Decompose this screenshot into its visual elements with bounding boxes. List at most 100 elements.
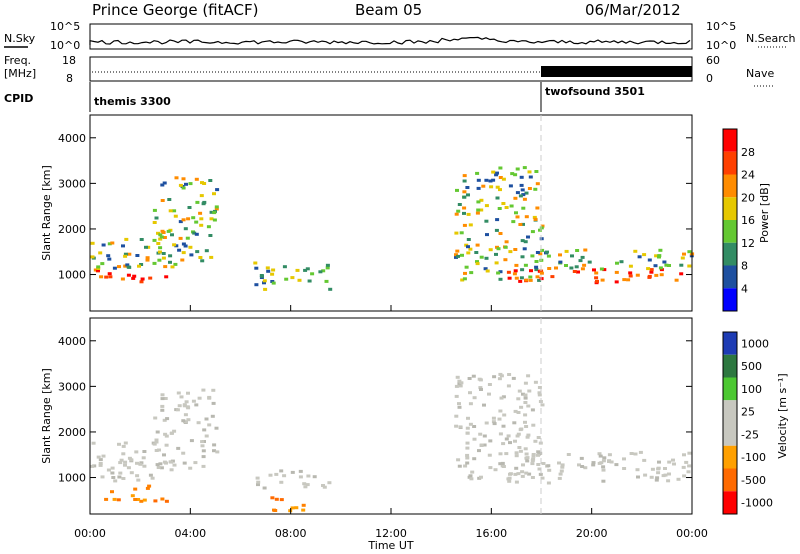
- heatmap-cell-1-0-18: [123, 463, 127, 467]
- heatmap-cell-0-4-18: [527, 170, 532, 174]
- heatmap-cell-1-4-0: [301, 503, 306, 507]
- heatmap-cell-0-4-145: [476, 178, 481, 182]
- heatmap-cell-0-2-70: [161, 252, 166, 255]
- heatmap-cell-1-4-5: [274, 497, 279, 501]
- heatmap-cell-1-6-21: [520, 470, 525, 474]
- heatmap-cell-1-5-60: [513, 439, 517, 443]
- heatmap-cell-0-1-21: [139, 238, 144, 241]
- heatmap-cell-0-2-15: [212, 218, 217, 222]
- heatmap-cell-1-0-33: [164, 443, 169, 447]
- heatmap-cell-0-4-127: [476, 186, 481, 190]
- heatmap-cell-1-6-9: [514, 451, 519, 455]
- heatmap-cell-0-4-55: [519, 276, 524, 280]
- heatmap-cell-0-2-60: [215, 188, 220, 192]
- heatmap-cell-0-6-25: [554, 266, 558, 270]
- heatmap-cell-1-5-66: [465, 441, 470, 445]
- ytick-label-2: 3000: [58, 177, 86, 190]
- heatmap-cell-1-5-59: [499, 396, 504, 400]
- heatmap-cell-1-3-11: [256, 480, 261, 484]
- heatmap-cell-0-4-59: [515, 191, 520, 195]
- power-colorbar: 28 24 20 16 12 8 4: [722, 128, 755, 312]
- heatmap-cell-0-6-35: [667, 264, 671, 267]
- heatmap-cell-1-5-14: [536, 436, 541, 439]
- heatmap-cell-0-4-117: [457, 203, 462, 206]
- colorbar-swatch-6: [723, 265, 737, 289]
- heatmap-cell-1-5-30: [465, 456, 470, 460]
- power-colorbar-label: Power [dB]: [758, 183, 771, 243]
- heatmap-cell-1-0-37: [129, 471, 134, 475]
- heatmap-cell-1-6-49: [560, 463, 565, 467]
- heatmap-cell-1-5-62: [488, 439, 493, 443]
- heatmap-cell-1-5-25: [533, 439, 538, 443]
- heatmap-cell-1-5-48: [498, 462, 503, 466]
- heatmap-cell-1-6-80: [601, 479, 606, 483]
- heatmap-cell-1-5-47: [526, 404, 531, 408]
- heatmap-cell-0-4-68: [495, 171, 499, 175]
- heatmap-cell-1-6-76: [531, 453, 536, 456]
- freq-tick-bottom: 8: [66, 72, 73, 85]
- heatmap-cell-0-4-11: [466, 238, 471, 241]
- heatmap-cell-0-5-37: [550, 275, 555, 279]
- heatmap-cell-1-5-35: [523, 447, 528, 451]
- heatmap-cell-0-0-14: [96, 268, 100, 272]
- heatmap-cell-0-5-7: [529, 269, 533, 273]
- heatmap-cell-0-4-115: [498, 277, 503, 281]
- xtick-label-1: 04:00: [174, 527, 206, 540]
- heatmap-cell-0-6-13: [633, 249, 638, 253]
- heatmap-cell-0-2-62: [172, 209, 177, 213]
- heatmap-cell-1-2-55: [211, 401, 216, 405]
- heatmap-cell-1-6-31: [560, 465, 565, 469]
- velocity-yticks: 1000 2000 3000 4000: [58, 335, 692, 485]
- heatmap-cell-0-3-23: [295, 268, 300, 272]
- heatmap-cell-1-6-84: [601, 468, 606, 472]
- heatmap-cell-0-2-35: [170, 233, 174, 237]
- heatmap-cell-0-4-101: [526, 235, 530, 239]
- colorbar-swatch-1: [723, 151, 737, 175]
- heatmap-cell-0-4-47: [459, 231, 464, 235]
- nsearch-label: N.Search: [746, 32, 796, 45]
- heatmap-cell-0-4-84: [534, 265, 539, 269]
- heatmap-cell-0-6-18: [564, 249, 569, 253]
- heatmap-cell-1-3-13: [306, 474, 311, 478]
- heatmap-cell-0-2-52: [172, 243, 177, 247]
- heatmap-cell-0-4-9: [522, 166, 527, 170]
- power-heatmap: [90, 166, 695, 291]
- heatmap-cell-0-1-17: [124, 237, 129, 241]
- heatmap-cell-0-5-21: [592, 268, 596, 272]
- heatmap-cell-1-5-98: [517, 389, 522, 393]
- colorbar-swatch-0: [723, 129, 737, 152]
- heatmap-cell-1-6-15: [525, 459, 530, 463]
- heatmap-cell-0-1-16: [123, 264, 128, 268]
- heatmap-cell-0-1-11: [146, 245, 151, 249]
- heatmap-cell-0-4-78: [474, 251, 479, 254]
- heatmap-cell-0-2-32: [212, 192, 216, 196]
- heatmap-cell-1-1-7: [160, 497, 165, 501]
- heatmap-cell-0-4-123: [535, 251, 540, 254]
- heatmap-cell-0-4-13: [468, 247, 473, 251]
- heatmap-cell-1-2-13: [196, 421, 201, 425]
- heatmap-cell-1-6-34: [538, 472, 543, 476]
- heatmap-cell-0-2-56: [152, 208, 157, 212]
- heatmap-cell-0-2-61: [188, 182, 193, 186]
- heatmap-cell-0-4-144: [466, 251, 471, 255]
- heatmap-cell-0-2-45: [200, 181, 204, 185]
- heatmap-cell-1-6-8: [537, 467, 542, 471]
- heatmap-cell-0-4-56: [504, 240, 509, 244]
- heatmap-cell-0-4-128: [534, 170, 539, 173]
- heatmap-cell-0-5-26: [524, 278, 529, 282]
- heatmap-cell-1-5-36: [454, 414, 459, 418]
- heatmap-cell-0-5-12: [507, 276, 512, 280]
- heatmap-cell-1-5-120: [498, 432, 503, 436]
- heatmap-cell-1-6-42: [566, 453, 571, 456]
- heatmap-cell-1-1-9: [145, 486, 150, 490]
- heatmap-cell-0-4-14: [483, 267, 488, 271]
- heatmap-cell-0-2-1: [160, 183, 165, 187]
- heatmap-cell-1-2-74: [164, 461, 168, 465]
- heatmap-cell-1-6-7: [591, 463, 596, 467]
- heatmap-cell-0-4-87: [484, 219, 489, 223]
- heatmap-cell-1-1-12: [164, 499, 169, 503]
- heatmap-cell-1-6-50: [629, 452, 634, 455]
- heatmap-cell-0-1-22: [152, 261, 157, 265]
- heatmap-cell-1-6-11: [687, 464, 692, 468]
- heatmap-cell-1-5-113: [499, 374, 504, 378]
